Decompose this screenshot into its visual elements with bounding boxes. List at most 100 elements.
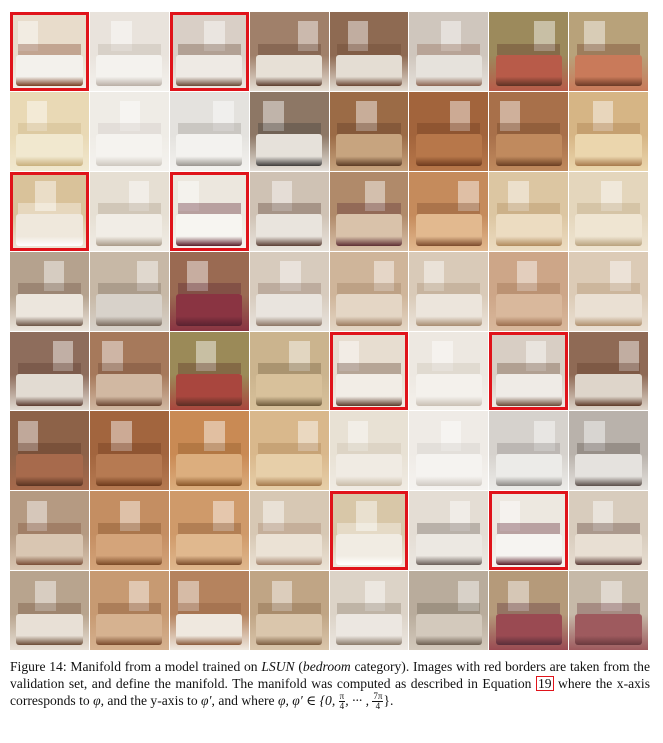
window-shape bbox=[178, 580, 199, 611]
generated-image-tile bbox=[409, 12, 489, 91]
bed-shape bbox=[16, 533, 83, 566]
headboard-shape bbox=[177, 363, 241, 375]
validation-image-tile bbox=[329, 331, 409, 411]
generated-image-tile bbox=[169, 91, 249, 171]
generated-image-tile bbox=[569, 171, 648, 251]
generated-image-tile bbox=[409, 171, 489, 251]
bed-shape bbox=[96, 294, 163, 326]
caption-text-5: , and the y-axis to bbox=[100, 693, 202, 708]
bed-shape bbox=[495, 134, 562, 167]
bed-shape bbox=[96, 533, 163, 566]
window-shape bbox=[119, 500, 141, 531]
generated-image-tile bbox=[169, 491, 249, 571]
bed-shape bbox=[335, 533, 403, 566]
headboard-shape bbox=[177, 203, 241, 215]
headboard-shape bbox=[257, 43, 321, 55]
generated-image-tile bbox=[569, 571, 648, 650]
headboard-shape bbox=[177, 442, 241, 454]
dataset-name: LSUN bbox=[261, 659, 295, 674]
generated-image-tile bbox=[409, 571, 489, 650]
headboard-shape bbox=[417, 123, 481, 135]
generated-image-tile bbox=[489, 91, 569, 171]
headboard-shape bbox=[417, 522, 481, 534]
generated-image-tile bbox=[169, 411, 249, 491]
window-shape bbox=[297, 420, 319, 451]
bed-shape bbox=[255, 54, 323, 87]
window-shape bbox=[178, 181, 199, 212]
headboard-shape bbox=[497, 203, 561, 215]
headboard-shape bbox=[97, 442, 161, 454]
generated-image-tile bbox=[249, 411, 329, 491]
window-shape bbox=[347, 21, 369, 52]
headboard-shape bbox=[257, 442, 321, 454]
window-shape bbox=[137, 261, 158, 292]
set-prefix: φ, φ′ ∈ {0, bbox=[277, 693, 339, 708]
generated-image-tile bbox=[10, 411, 89, 491]
generated-image-tile bbox=[249, 331, 329, 411]
headboard-shape bbox=[17, 602, 81, 614]
bed-shape bbox=[96, 214, 163, 246]
window-shape bbox=[499, 500, 520, 531]
bed-shape bbox=[575, 294, 642, 326]
phi-prime-symbol: φ′ bbox=[201, 693, 212, 708]
equation-link[interactable]: 19 bbox=[535, 676, 554, 691]
window-shape bbox=[263, 500, 284, 531]
generated-image-tile bbox=[569, 491, 648, 571]
headboard-shape bbox=[417, 283, 481, 295]
headboard-shape bbox=[417, 602, 481, 614]
generated-image-tile bbox=[329, 571, 409, 650]
figure-caption: Figure 14: Manifold from a model trained… bbox=[10, 658, 650, 711]
bed-shape bbox=[335, 374, 403, 406]
generated-image-tile bbox=[489, 571, 569, 650]
window-shape bbox=[128, 580, 150, 611]
window-shape bbox=[364, 580, 386, 611]
window-shape bbox=[618, 340, 640, 371]
fraction-numerator: 7π bbox=[372, 691, 384, 703]
generated-image-tile bbox=[569, 91, 648, 171]
caption-text-1: Manifold from a model trained on bbox=[66, 659, 262, 674]
headboard-shape bbox=[257, 602, 321, 614]
manifold-image-grid bbox=[10, 12, 648, 650]
headboard-shape bbox=[17, 203, 81, 215]
generated-image-tile bbox=[329, 12, 409, 91]
window-shape bbox=[111, 21, 132, 52]
generated-image-tile bbox=[10, 91, 89, 171]
headboard-shape bbox=[337, 203, 401, 215]
generated-image-tile bbox=[569, 12, 648, 91]
window-shape bbox=[271, 181, 293, 212]
caption-text-6: , and where bbox=[211, 693, 278, 708]
window-shape bbox=[534, 420, 555, 451]
bed-shape bbox=[176, 613, 243, 646]
headboard-shape bbox=[97, 43, 161, 55]
bed-shape bbox=[255, 453, 323, 486]
fraction-denominator: 4 bbox=[375, 701, 381, 712]
headboard-shape bbox=[97, 602, 161, 614]
bed-shape bbox=[16, 134, 83, 167]
bed-shape bbox=[176, 134, 243, 167]
headboard-shape bbox=[17, 283, 81, 295]
generated-image-tile bbox=[489, 411, 569, 491]
headboard-shape bbox=[337, 442, 401, 454]
window-shape bbox=[423, 261, 445, 292]
window-shape bbox=[204, 420, 225, 451]
window-shape bbox=[534, 21, 555, 52]
window-shape bbox=[458, 580, 479, 611]
window-shape bbox=[601, 181, 622, 212]
window-shape bbox=[440, 420, 462, 451]
headboard-shape bbox=[257, 123, 321, 135]
bed-shape bbox=[176, 533, 243, 566]
headboard-shape bbox=[17, 363, 81, 375]
bed-shape bbox=[176, 294, 243, 326]
headboard-shape bbox=[577, 522, 641, 534]
generated-image-tile bbox=[249, 251, 329, 331]
window-shape bbox=[35, 580, 56, 611]
set-suffix: }. bbox=[383, 693, 394, 708]
bed-shape bbox=[495, 453, 562, 486]
bed-shape bbox=[255, 533, 323, 566]
window-shape bbox=[187, 261, 208, 292]
window-shape bbox=[195, 340, 217, 371]
validation-image-tile bbox=[10, 171, 89, 251]
bed-shape bbox=[575, 453, 642, 486]
headboard-shape bbox=[337, 283, 401, 295]
